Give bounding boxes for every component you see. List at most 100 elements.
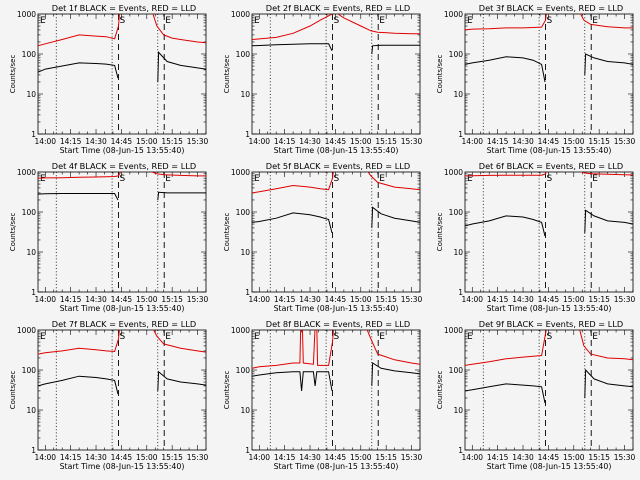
series-events-line <box>38 193 119 201</box>
y-tick-label: 10 <box>240 406 250 415</box>
x-tick-label: 15:15 <box>588 453 610 462</box>
x-tick-label: 15:30 <box>401 453 423 462</box>
corner-label: E <box>467 332 473 342</box>
y-tick-label: 1 <box>458 446 463 455</box>
x-tick-label: 14:45 <box>538 295 560 304</box>
x-tick-label: 15:30 <box>614 453 636 462</box>
series-lld-line <box>580 14 633 29</box>
series-group <box>465 14 633 83</box>
y-tick-label: 100 <box>449 50 464 59</box>
x-axis-label: Start Time (08-Jun-15 13:55:40) <box>274 304 399 313</box>
series-events-line <box>157 51 206 83</box>
series-group <box>38 330 206 395</box>
series-lld-line <box>367 172 420 191</box>
x-tick-label: 14:45 <box>325 137 347 146</box>
x-tick-label: 15:30 <box>614 295 636 304</box>
x-tick-label: 14:45 <box>538 137 560 146</box>
plot-frame <box>464 171 634 293</box>
marker-label: E <box>379 332 385 342</box>
x-tick-label: 14:15 <box>274 453 296 462</box>
y-axis-label: Counts/sec <box>436 213 444 252</box>
marker-label: E <box>592 332 598 342</box>
marker-label: S <box>334 332 340 342</box>
plot-frame <box>251 329 421 451</box>
x-tick-label: 15:00 <box>350 453 372 462</box>
y-axis-label: Counts/sec <box>223 213 231 252</box>
x-tick-label: 15:15 <box>588 137 610 146</box>
x-tick-label: 14:15 <box>60 295 82 304</box>
x-axis-label: Start Time (08-Jun-15 13:55:40) <box>487 304 612 313</box>
series-group <box>252 172 420 234</box>
y-tick-label: 1000 <box>444 10 463 19</box>
x-tick-label: 14:00 <box>34 137 56 146</box>
plot-frame <box>251 13 421 135</box>
series-group <box>252 330 420 391</box>
x-tick-label: 14:15 <box>274 295 296 304</box>
x-tick-label: 14:30 <box>299 137 321 146</box>
series-events-line <box>38 62 119 79</box>
corner-label: E <box>467 16 473 26</box>
x-tick-label: 14:30 <box>85 137 107 146</box>
x-axis-label: Start Time (08-Jun-15 13:55:40) <box>60 304 185 313</box>
marker-label: E <box>592 16 598 26</box>
panel-3: Det 3f BLACK = Events, RED = LLD 1 10 100 10… <box>436 3 636 155</box>
series-events-line <box>252 43 333 52</box>
series-events-line <box>157 370 206 391</box>
x-axis-label: Start Time (08-Jun-15 13:55:40) <box>60 462 185 471</box>
x-tick-label: 14:30 <box>85 295 107 304</box>
x-tick-label: 15:30 <box>614 137 636 146</box>
y-tick-label: 1000 <box>444 326 463 335</box>
x-axis-label: Start Time (08-Jun-15 13:55:40) <box>487 462 612 471</box>
panel-title: Det 4f BLACK = Events, RED = LLD <box>52 161 196 171</box>
marker-label: S <box>334 174 340 184</box>
series-events-line <box>371 206 420 228</box>
x-tick-label: 14:15 <box>60 453 82 462</box>
y-tick-label: 1 <box>245 130 250 139</box>
x-tick-label: 15:30 <box>187 453 209 462</box>
x-tick-label: 15:00 <box>136 295 158 304</box>
x-tick-label: 15:00 <box>563 453 585 462</box>
x-tick-label: 14:45 <box>111 453 133 462</box>
panel-title: Det 5f BLACK = Events, RED = LLD <box>266 161 410 171</box>
y-tick-label: 100 <box>22 208 37 217</box>
panel-title: Det 8f BLACK = Events, RED = LLD <box>266 319 410 329</box>
series-group <box>38 14 206 83</box>
y-tick-label: 10 <box>453 406 463 415</box>
y-axis-label: Counts/sec <box>436 55 444 94</box>
y-tick-label: 100 <box>236 208 251 217</box>
panel-title: Det 3f BLACK = Events, RED = LLD <box>479 3 623 13</box>
y-tick-label: 1 <box>31 130 36 139</box>
x-tick-label: 14:00 <box>248 453 270 462</box>
plot-frame <box>251 171 421 293</box>
x-tick-label: 15:30 <box>187 295 209 304</box>
series-group <box>252 14 420 55</box>
x-tick-label: 15:00 <box>136 453 158 462</box>
x-tick-label: 14:00 <box>461 453 483 462</box>
x-tick-label: 15:15 <box>375 453 397 462</box>
x-tick-label: 15:15 <box>375 137 397 146</box>
y-tick-label: 100 <box>236 50 251 59</box>
series-lld-line <box>252 330 334 369</box>
marker-label: S <box>547 332 553 342</box>
series-events-line <box>584 53 633 75</box>
panel-9: Det 9f BLACK = Events, RED = LLD 1 10 100 10… <box>436 319 636 471</box>
x-tick-label: 14:45 <box>538 453 560 462</box>
x-tick-label: 14:15 <box>274 137 296 146</box>
marker-label: E <box>592 174 598 184</box>
marker-label: S <box>120 332 126 342</box>
series-lld-line <box>579 330 633 361</box>
y-tick-label: 1000 <box>17 326 36 335</box>
series-events-line <box>252 212 333 234</box>
marker-label: S <box>547 16 553 26</box>
x-tick-label: 15:00 <box>563 295 585 304</box>
y-tick-label: 10 <box>26 248 36 257</box>
x-tick-label: 14:45 <box>111 137 133 146</box>
series-group <box>465 330 633 404</box>
plot-frame <box>464 329 634 451</box>
panel-1: Det 1f BLACK = Events, RED = LLD 1 10 100 10… <box>9 3 209 155</box>
y-tick-label: 10 <box>453 90 463 99</box>
y-axis-label: Counts/sec <box>9 55 17 94</box>
x-tick-label: 14:30 <box>512 295 534 304</box>
series-events-line <box>584 368 633 399</box>
x-tick-label: 14:15 <box>487 137 509 146</box>
